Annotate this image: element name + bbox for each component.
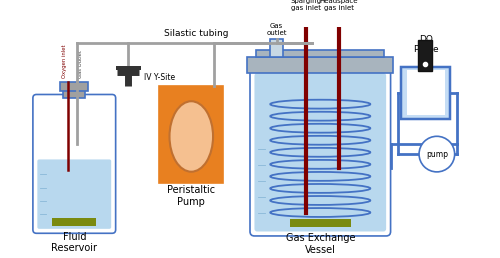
Text: Sparging
gas inlet: Sparging gas inlet xyxy=(290,0,322,11)
Bar xyxy=(116,66,140,70)
Text: Headspace
gas inlet: Headspace gas inlet xyxy=(320,0,358,11)
Circle shape xyxy=(419,136,454,172)
Text: Silastic tubing: Silastic tubing xyxy=(164,29,229,37)
Text: Peristaltic
Pump: Peristaltic Pump xyxy=(167,185,216,207)
Text: Gas
outlet: Gas outlet xyxy=(266,23,287,36)
Ellipse shape xyxy=(170,101,213,172)
Text: Fluid
Reservoir: Fluid Reservoir xyxy=(52,231,98,253)
Bar xyxy=(290,219,350,227)
Text: DO
Probe: DO Probe xyxy=(413,35,438,54)
Bar xyxy=(418,40,432,71)
Text: pump: pump xyxy=(426,150,448,159)
Bar xyxy=(402,67,450,118)
FancyBboxPatch shape xyxy=(254,73,386,231)
FancyBboxPatch shape xyxy=(38,159,111,229)
Bar xyxy=(248,57,394,73)
Text: IV Y-Site: IV Y-Site xyxy=(144,73,175,82)
Bar xyxy=(63,86,84,98)
Bar xyxy=(60,82,88,91)
Bar xyxy=(52,218,96,226)
Bar xyxy=(256,50,384,57)
Text: Gas Outlet: Gas Outlet xyxy=(78,51,84,78)
Bar xyxy=(270,39,283,57)
Bar xyxy=(406,70,445,115)
Text: Oxygen inlet: Oxygen inlet xyxy=(62,45,68,78)
Bar xyxy=(159,86,224,183)
Text: Gas Exchange
Vessel: Gas Exchange Vessel xyxy=(286,233,355,255)
